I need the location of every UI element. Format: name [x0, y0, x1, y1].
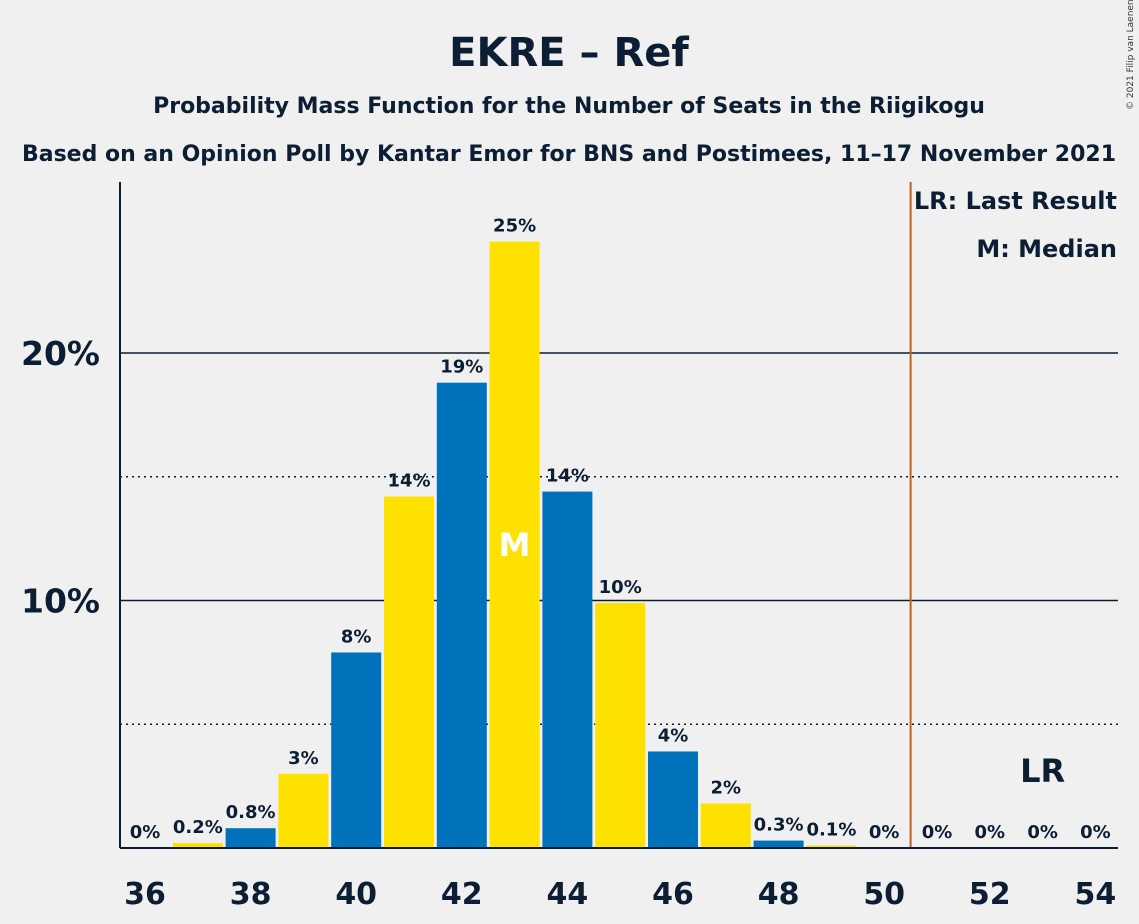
chart-title: EKRE – Ref [449, 30, 689, 76]
data-label-47: 2% [711, 777, 742, 798]
data-label-44: 14% [546, 466, 589, 487]
bar-44 [542, 491, 593, 848]
bar-45 [595, 602, 646, 848]
y-axis-ticks: 10% 20% [21, 334, 100, 621]
data-label-54: 0% [1080, 822, 1111, 843]
x-tick-label: 40 [335, 877, 377, 912]
legend-last-result: LR: Last Result [914, 187, 1117, 215]
bar-47 [700, 803, 751, 848]
bar-39 [278, 773, 329, 848]
median-marker: M [499, 526, 531, 564]
data-label-45: 10% [599, 577, 642, 598]
x-tick-label: 52 [969, 877, 1011, 912]
data-label-43: 25% [493, 216, 536, 237]
data-labels: 0% 0.2%0.8% 3% 8% 14% 19% 25% 14% 10% 4% 2% 0.3% 0.1… [130, 216, 1111, 843]
x-tick-label: 38 [230, 877, 272, 912]
bar-38 [225, 828, 276, 848]
x-axis-ticks: 36 38 40 42 44 46 48 50 52 54 [124, 877, 1116, 912]
x-tick-label: 46 [652, 877, 694, 912]
copyright-notice: © 2021 Filip van Laenen [1126, 0, 1136, 110]
x-tick-label: 54 [1075, 877, 1117, 912]
data-label-48: 0.3% [754, 815, 804, 836]
bar-48 [753, 840, 804, 848]
data-label-42: 19% [440, 357, 483, 378]
data-label-40: 8% [341, 626, 372, 647]
bar-43 [489, 241, 540, 848]
data-label-46: 4% [658, 725, 689, 746]
data-label-41: 14% [387, 471, 430, 492]
data-label-36: 0% [130, 822, 161, 843]
data-label-52: 0% [975, 822, 1006, 843]
bar-40 [331, 652, 382, 848]
bars [172, 241, 857, 848]
bar-46 [648, 751, 698, 848]
data-label-51: 0% [922, 822, 953, 843]
legend-median: M: Median [976, 235, 1117, 263]
y-tick-label: 20% [21, 334, 100, 373]
bar-49 [806, 845, 857, 848]
bar-41 [384, 496, 434, 848]
data-label-53: 0% [1027, 822, 1058, 843]
x-tick-label: 48 [758, 877, 800, 912]
data-label-38: 0.8% [226, 802, 276, 823]
x-tick-label: 42 [441, 877, 483, 912]
data-label-37: 0.2% [173, 817, 223, 838]
y-tick-label: 10% [21, 582, 100, 621]
x-tick-label: 50 [863, 877, 905, 912]
data-label-39: 3% [288, 748, 319, 769]
chart-source: Based on an Opinion Poll by Kantar Emor … [22, 142, 1116, 167]
bar-42 [436, 382, 487, 848]
x-tick-label: 44 [547, 877, 589, 912]
chart-subtitle: Probability Mass Function for the Number… [153, 94, 985, 119]
x-tick-label: 36 [124, 877, 166, 912]
bar-37 [172, 843, 223, 848]
last-result-marker: LR [1020, 752, 1065, 790]
data-label-50: 0% [869, 822, 900, 843]
data-label-49: 0.1% [806, 820, 856, 841]
